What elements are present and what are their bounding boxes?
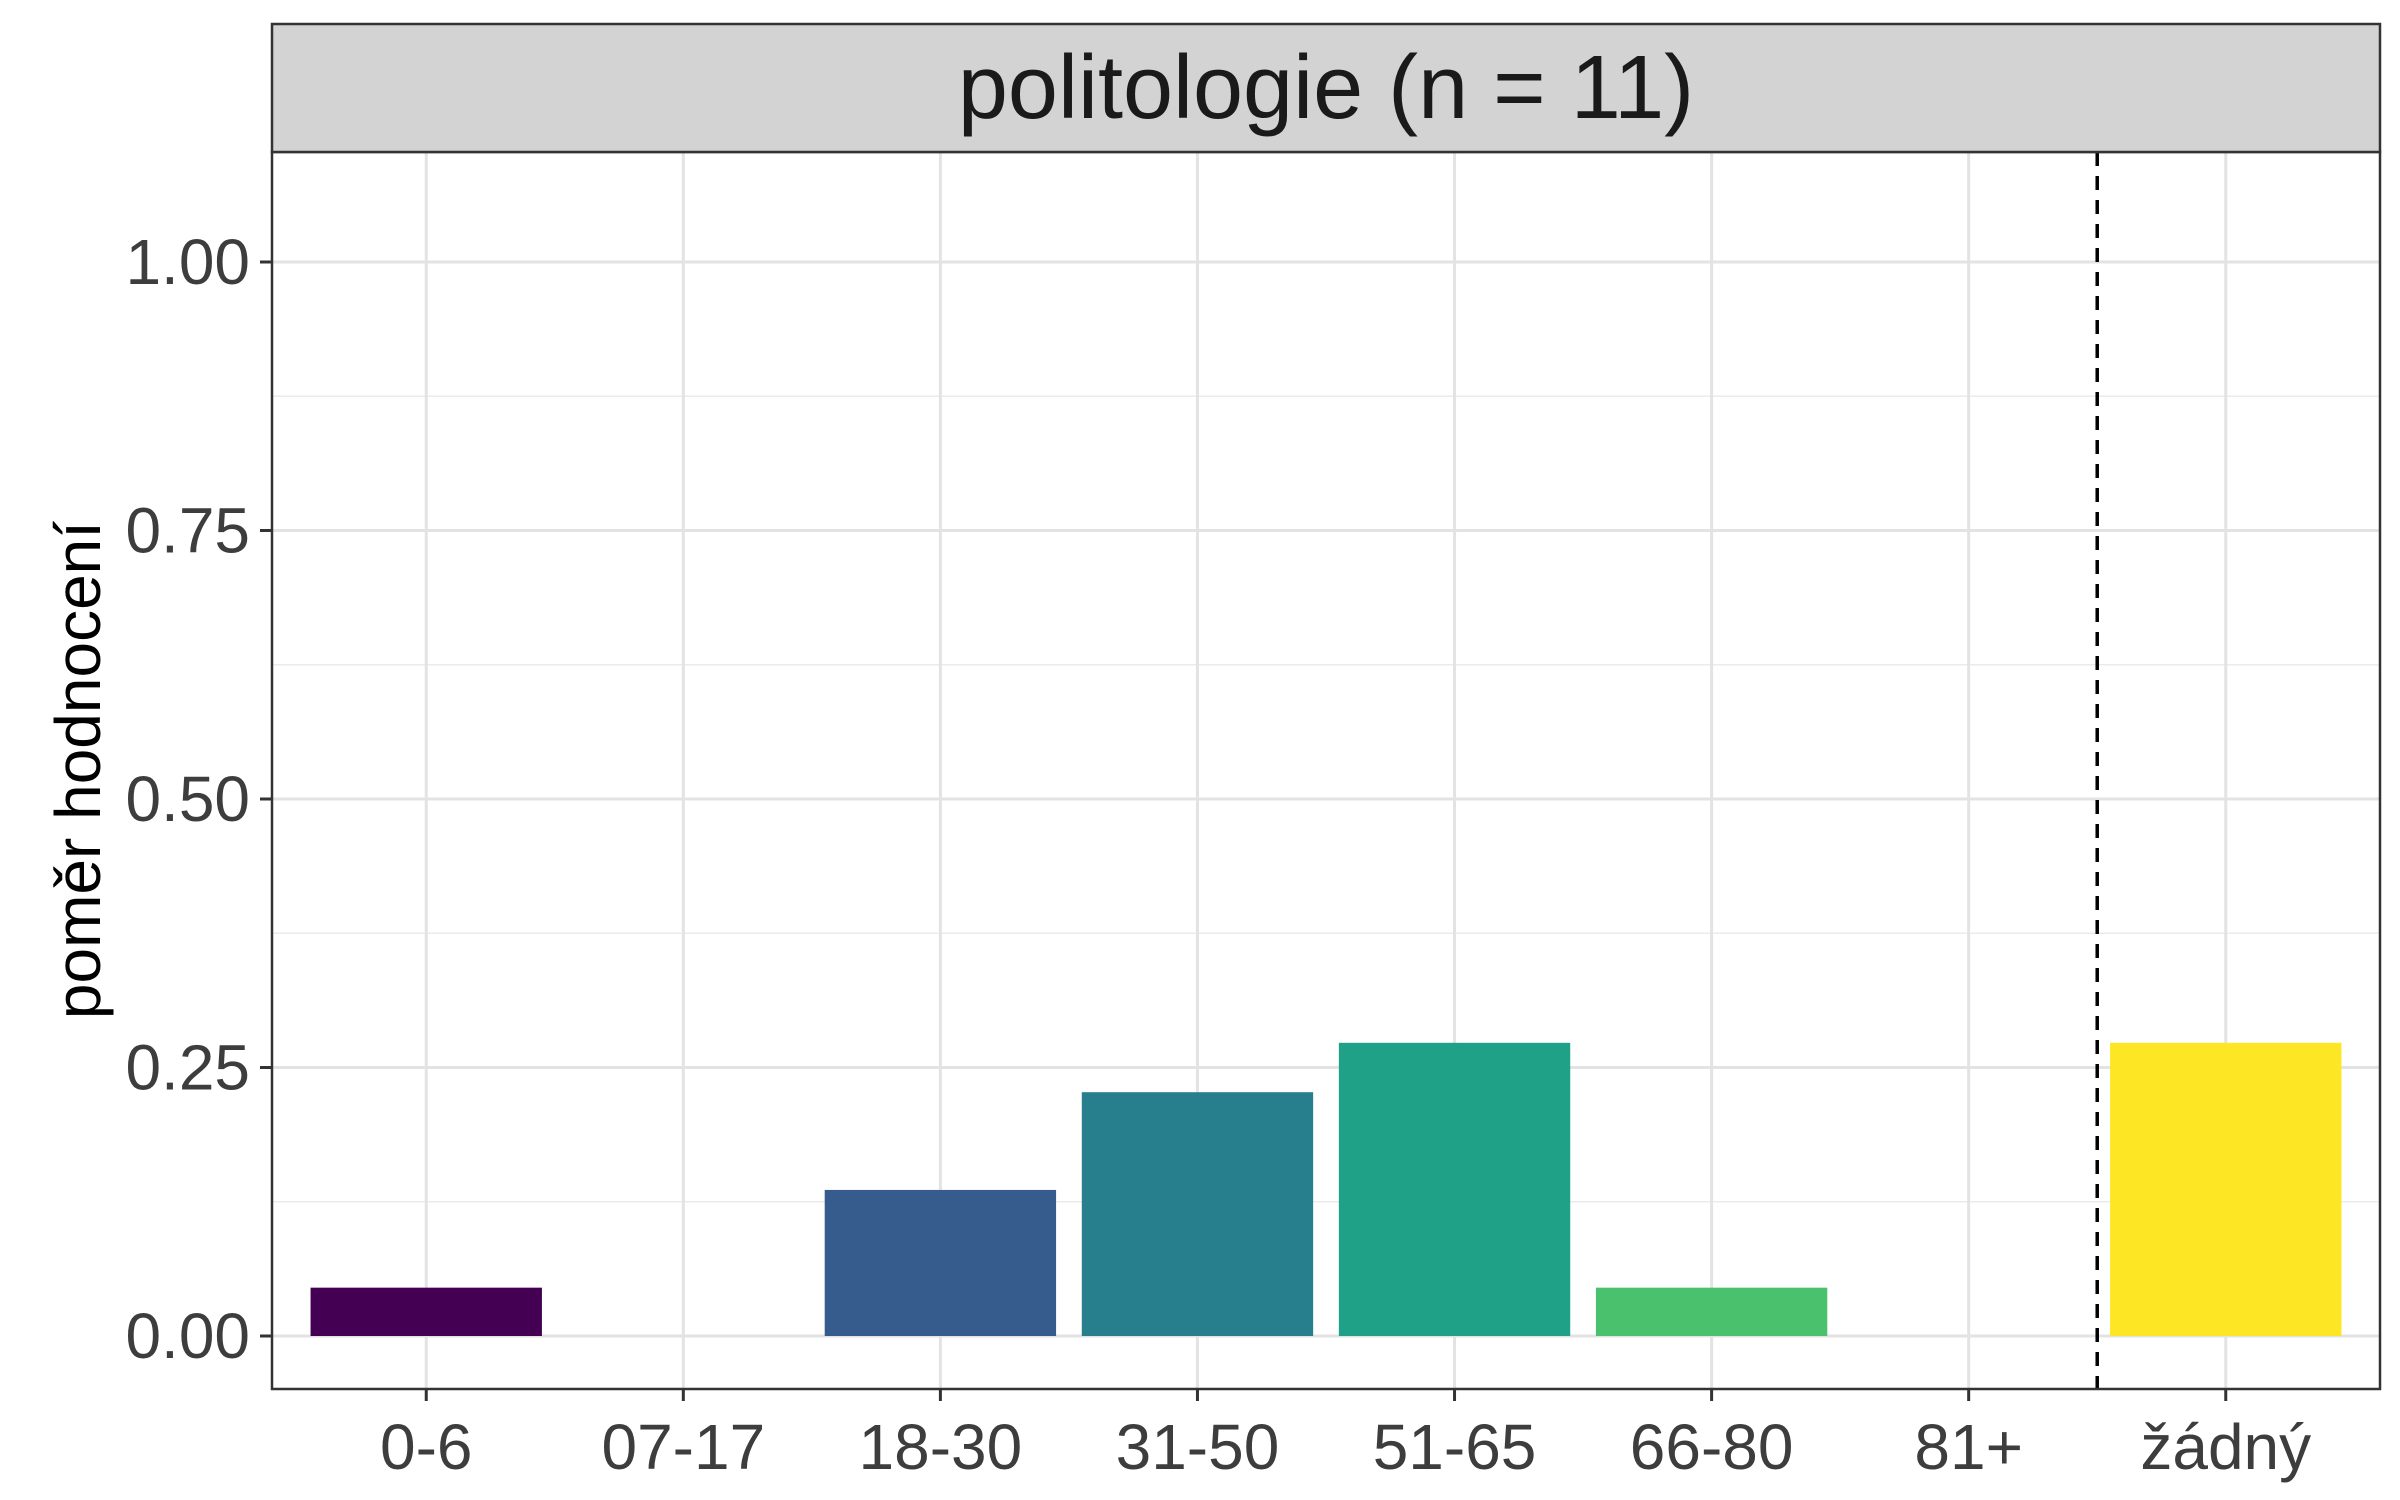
- y-axis: 0.00 0.25 0.50 0.75 1.00: [125, 226, 272, 1372]
- x-tick-label: 07-17: [601, 1411, 765, 1483]
- x-axis: 0-6 07-17 18-30 31-50 51-65 66-80 81+ žádný: [380, 1389, 2311, 1483]
- bar-51-65: [1338, 1042, 1571, 1336]
- y-tick-label: 0.50: [125, 763, 250, 835]
- x-tick-label: 31-50: [1116, 1411, 1280, 1483]
- bar-31-50: [1081, 1092, 1314, 1336]
- facet-strip: [270, 22, 2382, 154]
- bar-žádný: [2110, 1042, 2342, 1336]
- x-tick-label: 0-6: [380, 1411, 473, 1483]
- x-tick-label: žádný: [2140, 1411, 2311, 1483]
- y-axis-title: poměr hodnocení: [42, 521, 114, 1019]
- bar-66-80: [1595, 1287, 1828, 1336]
- x-tick-label: 51-65: [1373, 1411, 1537, 1483]
- bars: [310, 1042, 2342, 1336]
- y-tick-label: 1.00: [125, 226, 250, 298]
- bar-18-30: [824, 1189, 1057, 1336]
- y-tick-label: 0.75: [125, 495, 250, 567]
- bar-0-6: [310, 1287, 542, 1336]
- y-tick-label: 0.00: [125, 1300, 250, 1372]
- x-tick-label: 81+: [1914, 1411, 2023, 1483]
- x-tick-label: 18-30: [859, 1411, 1023, 1483]
- facet-title: politologie (n = 11): [958, 38, 1694, 138]
- y-tick-label: 0.25: [125, 1032, 250, 1104]
- x-tick-label: 66-80: [1630, 1411, 1794, 1483]
- plot-panel-background: [272, 152, 2380, 1389]
